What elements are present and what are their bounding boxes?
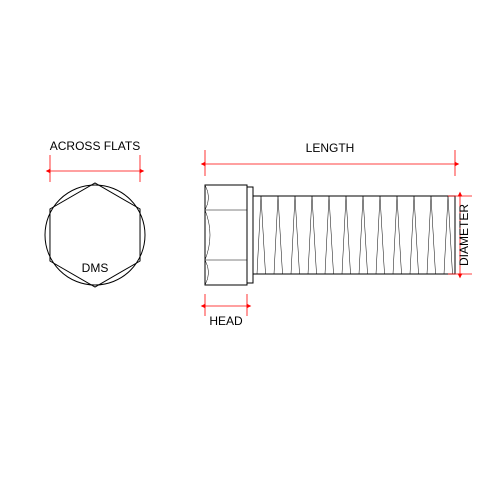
head-label: HEAD	[209, 314, 243, 328]
dms-label: DMS	[82, 261, 109, 275]
diameter-label: DIAMETER	[457, 204, 471, 266]
thread-line	[278, 196, 283, 274]
thread-line	[329, 196, 334, 274]
head-arc	[205, 260, 209, 285]
bolt-head-side	[205, 185, 247, 285]
thread-line	[427, 196, 431, 274]
thread-line	[410, 196, 414, 274]
thread-line	[308, 196, 312, 274]
thread-line	[397, 196, 402, 274]
thread-line	[448, 196, 453, 274]
thread-line	[291, 196, 295, 274]
thread-body	[253, 196, 455, 274]
thread-line	[325, 196, 329, 274]
thread-line	[274, 196, 278, 274]
thread-line	[393, 196, 397, 274]
thread-line	[363, 196, 368, 274]
thread-line	[414, 196, 419, 274]
bolt-flange	[247, 187, 253, 283]
thread-line	[359, 196, 363, 274]
thread-line	[295, 196, 300, 274]
thread-line	[312, 196, 317, 274]
thread-line	[261, 196, 266, 274]
head-arc	[205, 185, 209, 210]
across-flats-label: ACROSS FLATS	[50, 139, 140, 153]
thread-line	[376, 196, 380, 274]
thread-line	[431, 196, 436, 274]
thread-line	[342, 196, 346, 274]
head-arc	[205, 210, 210, 260]
length-label: LENGTH	[306, 141, 355, 155]
thread-line	[444, 196, 448, 274]
thread-line	[257, 196, 261, 274]
thread-line	[346, 196, 351, 274]
thread-line	[380, 196, 385, 274]
